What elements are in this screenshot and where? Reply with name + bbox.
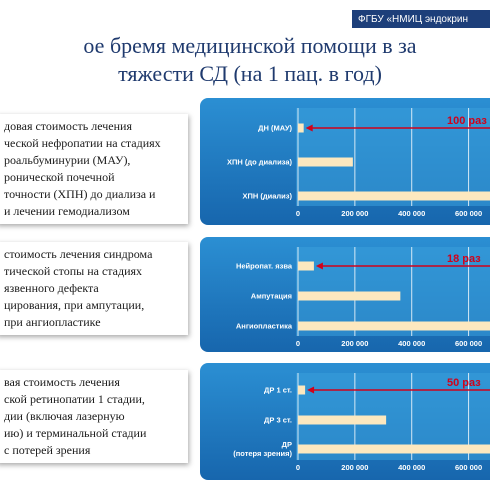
text-line: ческой нефропатии на стадиях xyxy=(4,136,161,150)
text-line: с потерей зрения xyxy=(4,443,91,457)
text-line: ской ретинопатии 1 стадии, xyxy=(4,392,145,406)
text-box: довая стоимость лечения ческой нефропатии… xyxy=(0,114,188,224)
bar xyxy=(298,321,490,331)
x-tick-label: 0 xyxy=(296,463,300,472)
text-line: точности (ХПН) до диализа и xyxy=(4,187,156,201)
bar xyxy=(298,261,314,271)
title-line: ое бремя медицинской помощи в за xyxy=(83,33,416,58)
category-label: ХПН (диализ) xyxy=(242,191,292,201)
category-label: ДН (МАУ) xyxy=(258,123,292,133)
text-line: язвенного дефекта xyxy=(4,281,99,295)
text-box: вая стоимость лечения ской ретинопатии 1 … xyxy=(0,370,188,463)
text-line: стоимость лечения синдрома xyxy=(4,247,153,261)
category-label: ДР 3 ст. xyxy=(264,415,292,425)
text-line: роальбуминурии (МАУ), xyxy=(4,153,131,167)
x-tick-label: 600 000 xyxy=(455,463,482,472)
x-tick-label: 200 000 xyxy=(341,339,368,348)
category-label: ХПН (до диализа) xyxy=(226,157,292,167)
title-line: тяжести СД (на 1 пац. в год) xyxy=(118,61,382,86)
x-tick-label: 200 000 xyxy=(341,209,368,218)
text-line: дии (включая лазерную xyxy=(4,409,125,423)
text-line: при ангиопластике xyxy=(4,315,101,329)
bar xyxy=(298,123,304,133)
text-line: ию) и терминальной стадии xyxy=(4,426,147,440)
x-tick-label: 600 000 xyxy=(455,209,482,218)
bar xyxy=(298,415,387,425)
text-line: тической стопы на стадиях xyxy=(4,264,143,278)
x-tick-label: 400 000 xyxy=(398,339,425,348)
annotation: 100 раз xyxy=(447,115,487,127)
text-line: ронической почечной xyxy=(4,170,115,184)
annotation-arrowhead xyxy=(315,262,323,270)
bar xyxy=(298,385,306,395)
x-tick-label: 600 000 xyxy=(455,339,482,348)
plot-area xyxy=(296,108,490,206)
text-line: цирования, при ампутации, xyxy=(4,298,145,312)
bar xyxy=(298,157,353,167)
annotation: 50 раз xyxy=(447,377,481,389)
category-label: Ангиопластика xyxy=(235,321,292,331)
x-tick-label: 400 000 xyxy=(398,209,425,218)
annotation: 18 раз xyxy=(447,253,481,265)
header-text: ФГБУ «НМИЦ эндокрин xyxy=(358,14,468,25)
text-line: довая стоимость лечения xyxy=(4,119,132,133)
bar xyxy=(298,444,490,454)
text-line: и лечении гемодиализом xyxy=(4,204,130,218)
text-box: стоимость лечения синдрома тической стопы… xyxy=(0,242,188,335)
x-tick-label: 400 000 xyxy=(398,463,425,472)
header-banner xyxy=(352,10,490,28)
category-label: Нейропат. язва xyxy=(235,261,292,271)
annotation-arrowhead xyxy=(305,124,313,132)
bar xyxy=(298,291,401,301)
x-tick-label: 0 xyxy=(296,209,300,218)
x-tick-label: 200 000 xyxy=(341,463,368,472)
annotation-arrowhead xyxy=(307,386,315,394)
category-label: Ампутация xyxy=(250,291,292,301)
x-tick-label: 0 xyxy=(296,339,300,348)
bar xyxy=(298,191,490,201)
category-label: ДР (потеря зрения) xyxy=(233,440,292,458)
text-line: вая стоимость лечения xyxy=(4,375,120,389)
category-label: ДР 1 ст. xyxy=(264,385,292,395)
